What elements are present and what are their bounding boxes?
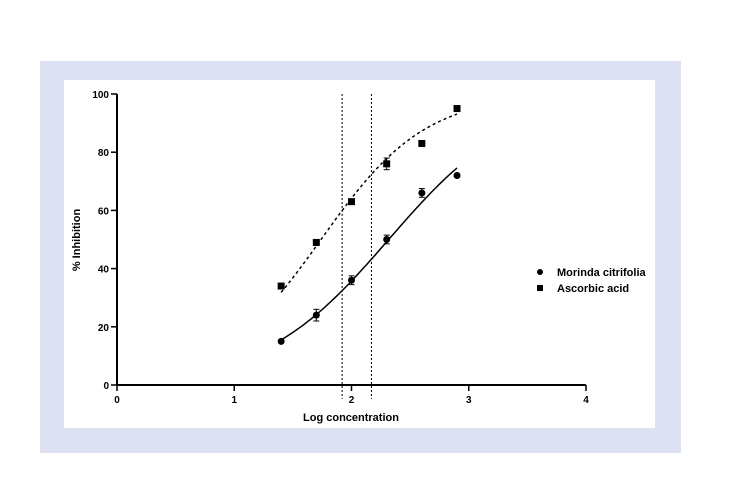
y-tick-label: 100 — [92, 90, 109, 101]
legend-marker-morinda-citrifolia — [537, 269, 543, 275]
x-tick-label: 4 — [583, 395, 589, 406]
x-axis-label: Log concentration — [303, 412, 399, 424]
y-tick-label: 40 — [98, 265, 110, 276]
legend: Morinda citrifolia Ascorbic acid — [537, 267, 647, 295]
point-morinda-citrifolia — [453, 171, 461, 179]
x-tick-label: 1 — [231, 395, 237, 406]
point-ascorbic-acid — [277, 282, 285, 290]
y-tick-label: 80 — [98, 148, 110, 159]
point-morinda-citrifolia — [312, 311, 320, 319]
chart-panel — [64, 80, 655, 428]
y-tick-label: 0 — [103, 381, 109, 392]
point-ascorbic-acid — [312, 238, 320, 246]
x-tick-label: 3 — [466, 395, 472, 406]
point-morinda-citrifolia — [348, 276, 355, 284]
legend-label-morinda-citrifolia: Morinda citrifolia — [557, 267, 647, 279]
legend-label-ascorbic-acid: Ascorbic acid — [557, 283, 629, 295]
point-ascorbic-acid — [418, 139, 426, 147]
x-tick-label: 0 — [114, 395, 120, 406]
y-tick-label: 60 — [98, 206, 110, 217]
point-ascorbic-acid — [348, 198, 355, 206]
fit-curve-ascorbic-acid — [280, 113, 458, 293]
reference-lines — [341, 94, 372, 399]
fit-curves — [280, 113, 458, 341]
y-axis-label: % Inhibition — [71, 209, 83, 272]
x-tick-label: 2 — [349, 395, 355, 406]
fit-curve-morinda-citrifolia — [280, 167, 458, 341]
point-morinda-citrifolia — [418, 189, 426, 197]
point-morinda-citrifolia — [383, 236, 391, 243]
point-morinda-citrifolia — [277, 337, 285, 345]
y-tick-label: 20 — [98, 323, 110, 334]
point-ascorbic-acid — [453, 105, 461, 113]
axes — [111, 93, 587, 391]
data-points — [277, 105, 461, 345]
legend-marker-ascorbic-acid — [537, 285, 543, 291]
point-ascorbic-acid — [383, 160, 391, 168]
